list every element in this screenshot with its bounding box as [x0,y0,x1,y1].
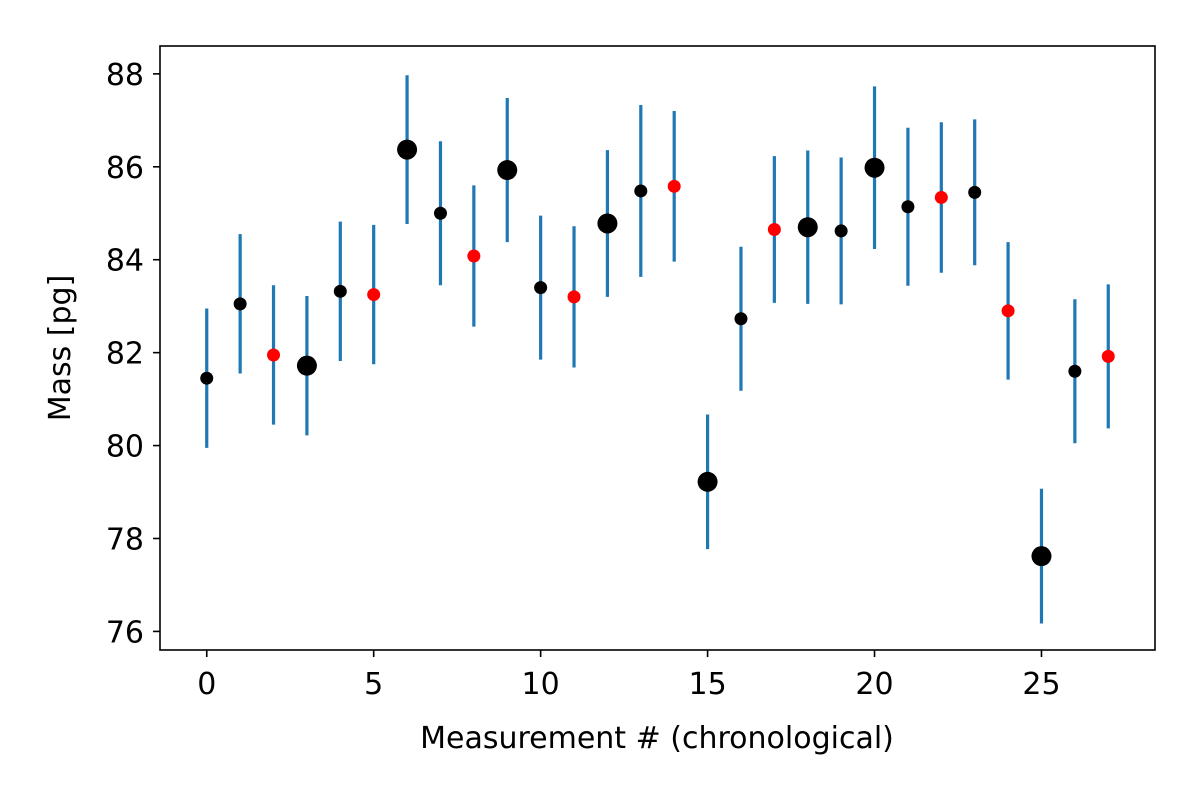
data-point [597,213,618,234]
y-tick-label: 82 [106,337,144,372]
plot-frame [159,45,1156,651]
data-point [1101,349,1115,363]
data-point [534,281,548,295]
x-tick-label: 20 [855,667,893,702]
plot-marks [200,75,1115,624]
y-tick-label: 78 [106,522,144,557]
y-tick-label: 80 [106,430,144,465]
data-point [296,355,317,376]
y-tick-label: 84 [106,244,144,279]
x-tick-label: 5 [364,667,383,702]
y-tick-label: 76 [106,615,144,650]
data-point [697,471,718,492]
y-tick-label: 86 [106,151,144,186]
x-tick-label: 0 [197,667,216,702]
y-tick-label: 88 [106,58,144,93]
data-point [1068,364,1082,378]
data-point [667,179,681,193]
data-point [567,290,581,304]
x-axis-label: Measurement # (chronological) [420,721,894,756]
data-point [1001,304,1015,318]
x-tick-label: 25 [1022,667,1060,702]
data-point [397,139,418,160]
data-point [901,200,915,214]
data-point [634,184,648,198]
data-point [968,185,982,199]
data-point [1031,546,1052,567]
data-point [934,190,948,204]
data-point [864,157,885,178]
data-point [433,206,447,220]
data-point [797,217,818,238]
x-axis-ticks: 0 5 10 15 20 25 [197,650,1061,702]
data-point [497,160,518,181]
x-tick-label: 10 [522,667,560,702]
data-point [734,312,748,326]
data-point [767,223,781,237]
data-point [267,348,281,362]
data-point [200,371,214,385]
data-point [233,297,247,311]
y-axis-ticks: 76 78 80 82 84 86 88 [106,58,160,650]
data-point [333,284,347,298]
data-point [367,288,381,302]
y-axis-label: Mass [pg] [43,275,78,422]
data-point [834,224,848,238]
data-point [467,249,481,263]
x-tick-label: 15 [688,667,726,702]
